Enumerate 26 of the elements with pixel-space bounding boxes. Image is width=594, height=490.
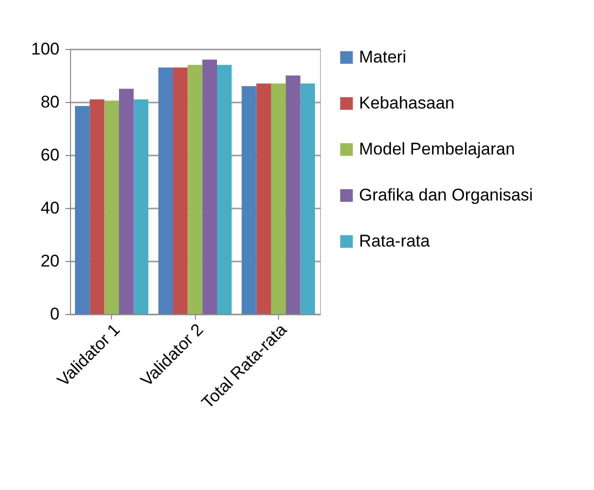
bar: [119, 88, 134, 314]
y-tick-label: 20: [40, 252, 60, 270]
y-tick-label: 60: [40, 146, 60, 164]
y-tick-label: 0: [50, 304, 60, 324]
legend-label: Kebahasaan: [359, 94, 454, 112]
legend-label: Materi: [359, 48, 406, 66]
bar: [286, 76, 300, 314]
legend-label: Rata-rata: [359, 232, 430, 250]
legend-label: Model Pembelajaran: [359, 140, 515, 158]
y-tick-label: 100: [31, 40, 60, 58]
y-tick-label: 40: [40, 198, 60, 218]
bar: [217, 64, 232, 314]
bar: [90, 99, 104, 314]
bar: [104, 100, 119, 314]
bar: [173, 68, 188, 314]
bar: [271, 83, 286, 314]
legend-label: Grafika dan Organisasi: [359, 186, 533, 204]
bar: [158, 68, 173, 314]
bar: [256, 83, 271, 314]
y-tick-label: 80: [40, 92, 60, 112]
bar: [300, 83, 315, 314]
bar: [202, 60, 217, 314]
bar: [242, 86, 256, 314]
bar: [134, 99, 148, 314]
bar: [75, 106, 90, 314]
bar: [188, 64, 202, 314]
